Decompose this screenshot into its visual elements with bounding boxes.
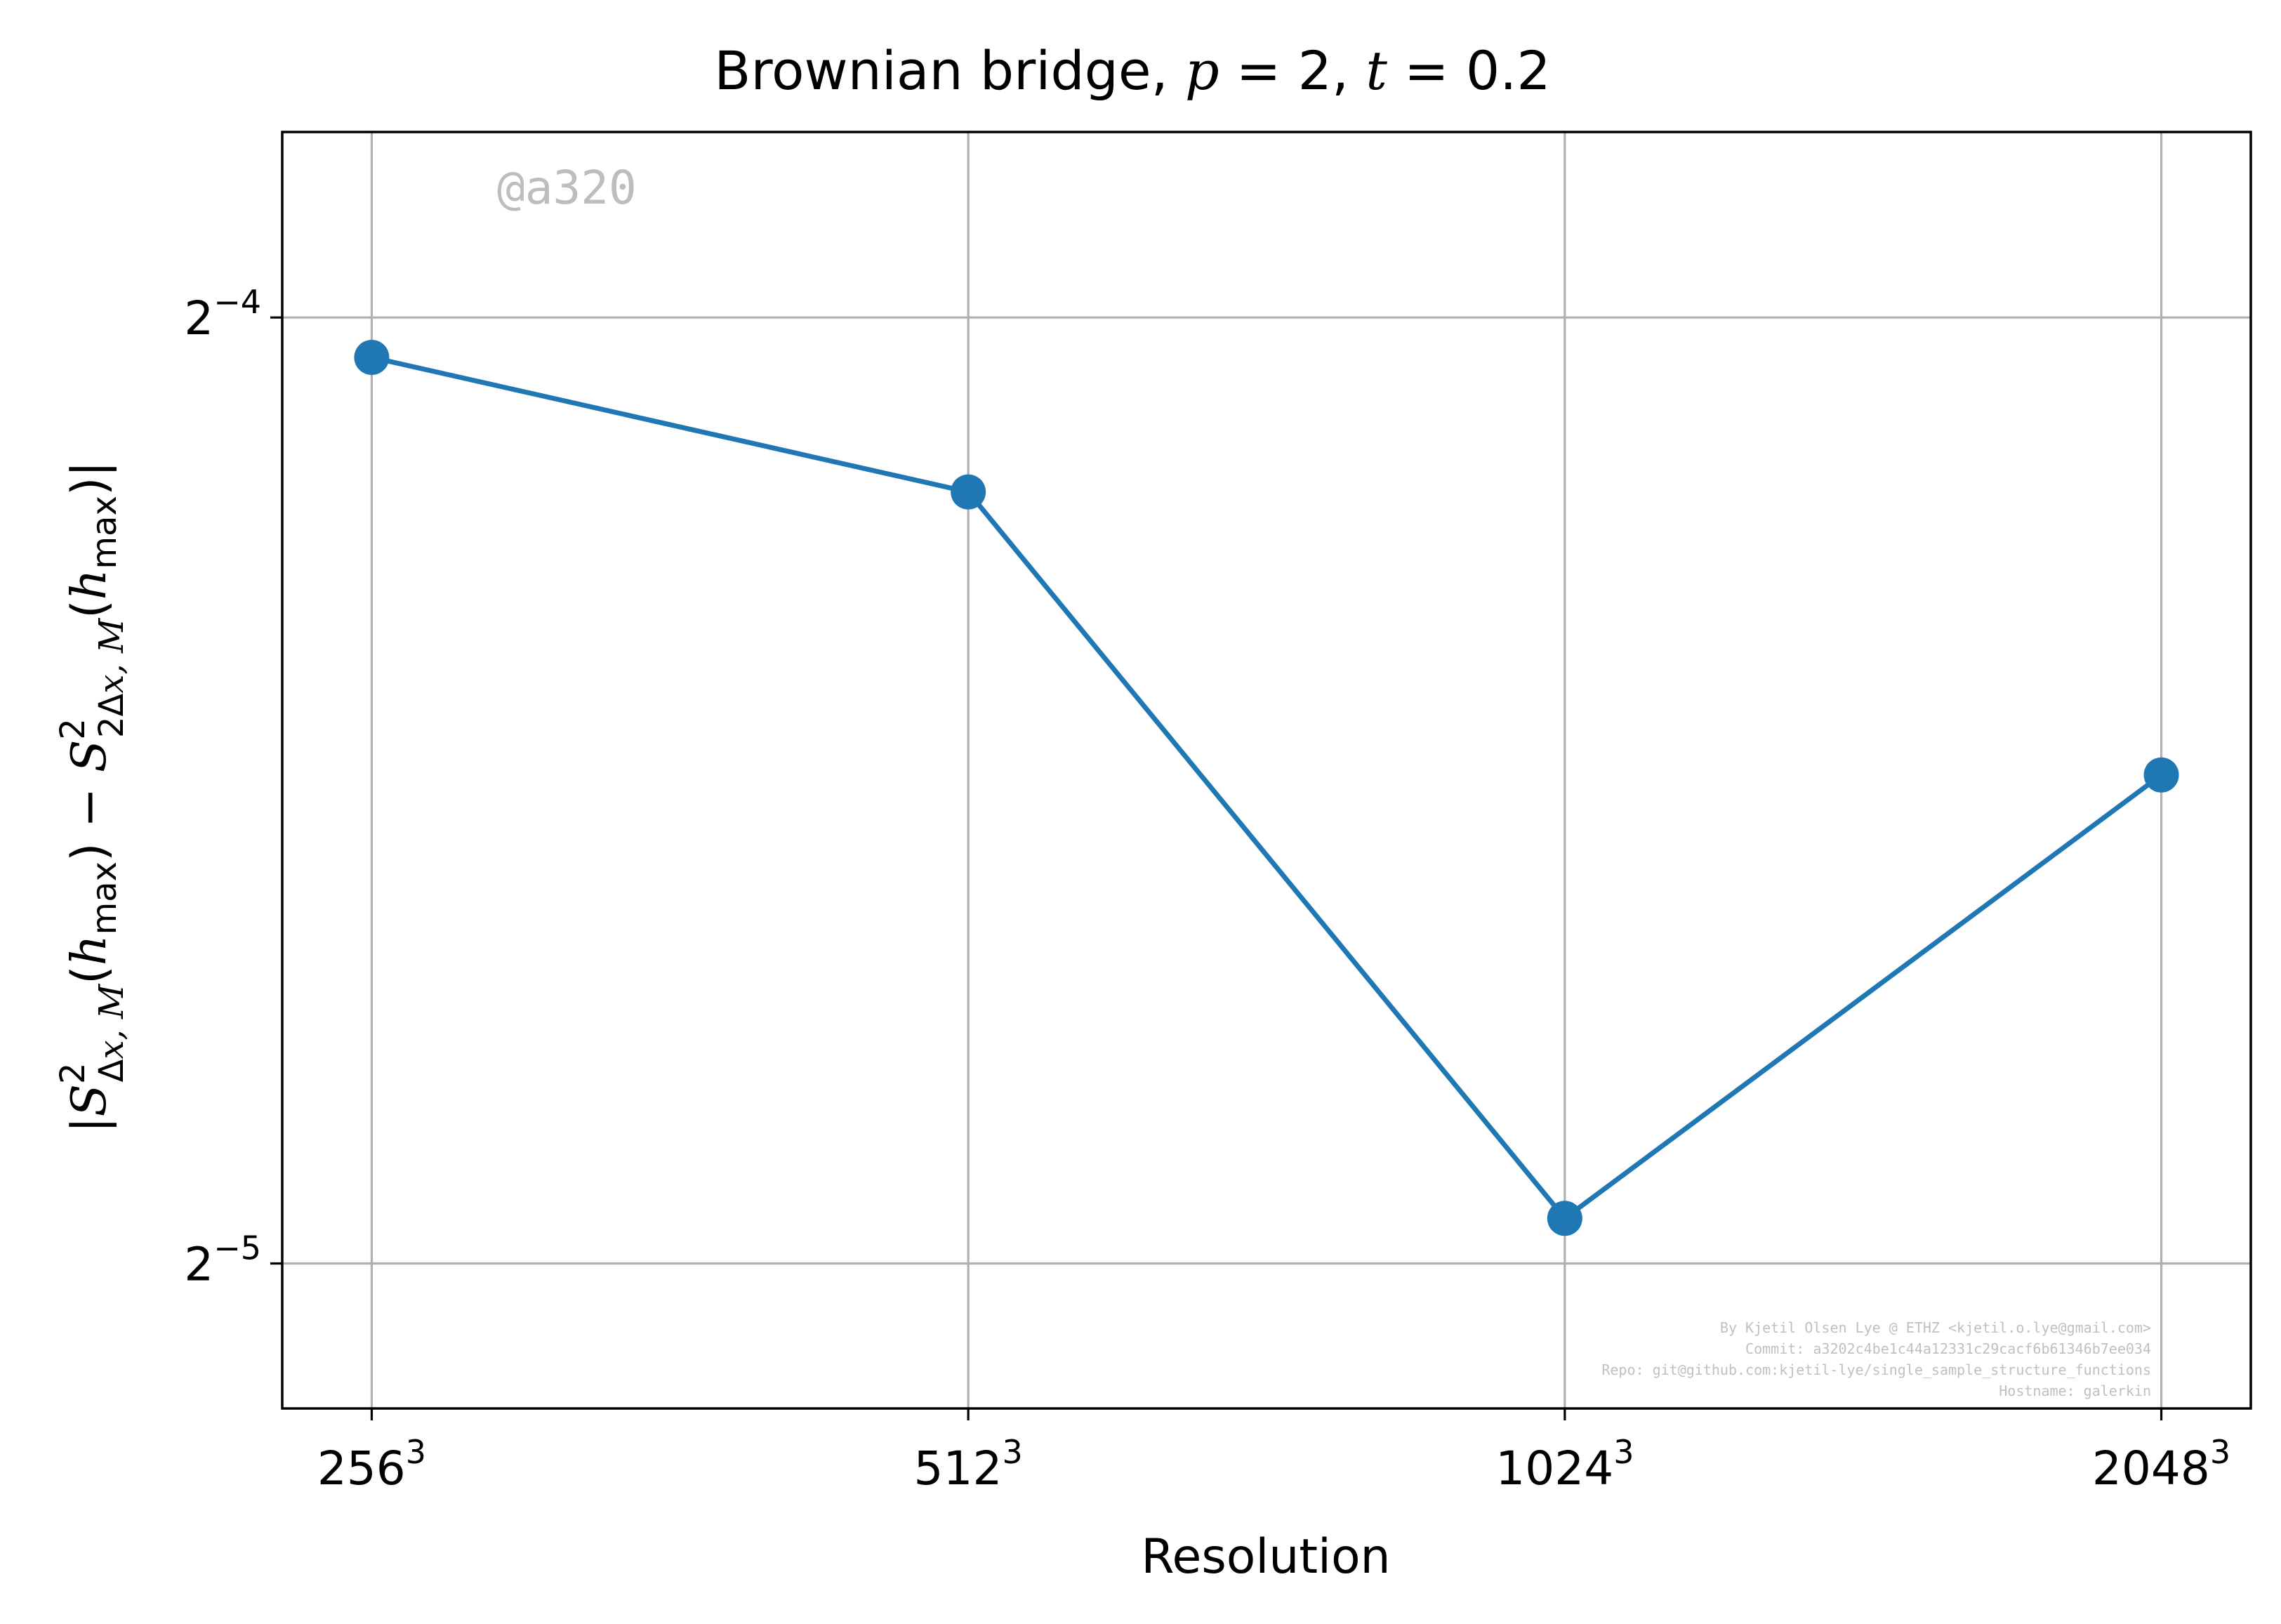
series-line xyxy=(371,355,2163,1221)
title-t-variable: t xyxy=(1366,39,1387,102)
data-point xyxy=(354,340,390,376)
title-prefix: Brownian bridge, xyxy=(714,39,1185,102)
data-point xyxy=(2143,757,2179,793)
title-p-variable: p xyxy=(1185,39,1219,102)
title-t-equation: = 0.2 xyxy=(1387,39,1551,102)
data-point xyxy=(951,474,986,510)
footer-line: By Kjetil Olsen Lye @ ETHZ <kjetil.o.lye… xyxy=(1720,1319,2151,1336)
footer-line: Commit: a3202c4be1c44a12331c29cacf6b6134… xyxy=(1745,1340,2151,1357)
attribution-footer: By Kjetil Olsen Lye @ ETHZ <kjetil.o.lye… xyxy=(1601,1319,2151,1399)
y-tick-label: 2−5 xyxy=(184,1229,261,1291)
svg-text:|S2Δx, M(hmax) − S22Δx, M(hmax: |S2Δx, M(hmax) − S22Δx, M(hmax)| xyxy=(53,461,131,1133)
title-p-equation: = 2, xyxy=(1219,39,1366,102)
y-axis-label: |S2Δx, M(hmax) − S22Δx, M(hmax)| xyxy=(53,461,131,1133)
y-tick-label: 2−4 xyxy=(184,283,261,345)
x-tick-label: 5123 xyxy=(914,1433,1023,1496)
watermark-layer: @a320 xyxy=(497,161,637,215)
x-tick-label: 10243 xyxy=(1495,1433,1634,1496)
chart-title: Brownian bridge, p = 2, t = 0.2 xyxy=(714,39,1550,102)
axes-layer: 2563 5123 10243 20483 2−4 2−5 xyxy=(184,131,2252,1496)
x-axis-label: Resolution xyxy=(1141,1529,1390,1585)
series-layer xyxy=(354,340,2179,1236)
footer-line: Hostname: galerkin xyxy=(1999,1382,2151,1399)
watermark-text: @a320 xyxy=(497,161,637,215)
x-tick-label: 2563 xyxy=(317,1433,426,1496)
plot-frame xyxy=(281,131,2252,1410)
data-point xyxy=(1547,1201,1582,1236)
footer-line: Repo: git@github.com:kjetil-lye/single_s… xyxy=(1601,1361,2151,1378)
x-tick-label: 20483 xyxy=(2092,1433,2230,1496)
grid-layer xyxy=(282,132,2251,1408)
